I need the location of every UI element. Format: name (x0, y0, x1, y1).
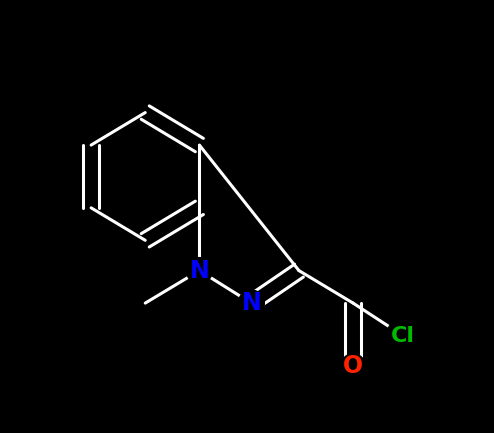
Circle shape (341, 354, 365, 378)
Circle shape (186, 258, 212, 284)
Text: O: O (343, 354, 363, 378)
Text: N: N (242, 291, 261, 315)
Circle shape (386, 319, 419, 352)
Text: Cl: Cl (391, 326, 415, 346)
Text: N: N (190, 259, 209, 283)
Circle shape (238, 290, 264, 316)
